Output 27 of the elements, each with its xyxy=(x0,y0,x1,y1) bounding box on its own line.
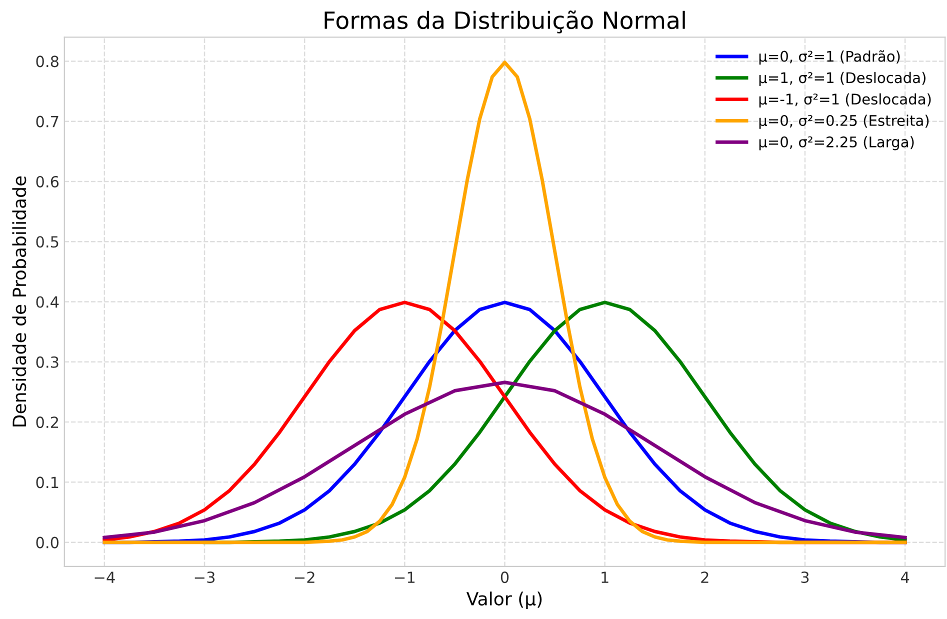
y-tick-label: 0.5 xyxy=(36,236,58,248)
y-tick-label: 0.3 xyxy=(36,356,58,368)
x-tick-label: −3 xyxy=(194,572,215,584)
y-axis-title: Densidade de Probabilidade xyxy=(12,176,26,426)
y-tick-label: 0.2 xyxy=(36,416,58,428)
x-axis-title: Valor (μ) xyxy=(466,592,542,610)
x-tick-label: 1 xyxy=(602,572,608,583)
x-tick-label: 2 xyxy=(701,572,708,583)
y-tick-label: 0.0 xyxy=(36,536,59,548)
legend-label: μ=-1, σ²=1 (Deslocada) xyxy=(759,93,931,108)
line-series xyxy=(102,380,907,540)
x-tick-label: 3 xyxy=(801,572,809,584)
x-tick-label: −1 xyxy=(395,572,415,583)
legend-label: μ=1, σ²=1 (Deslocada) xyxy=(759,72,926,86)
y-tick-label: 0.4 xyxy=(36,296,59,308)
y-tick-label: 0.7 xyxy=(36,116,58,128)
y-tick-label: 0.1 xyxy=(36,476,58,488)
y-tick-label: 0.6 xyxy=(36,176,59,188)
x-tick-label: −4 xyxy=(94,572,115,583)
chart-title: Formas da Distribuição Normal xyxy=(324,10,685,34)
x-tick-label: −2 xyxy=(294,572,314,583)
y-tick-label: 0.8 xyxy=(36,56,58,68)
legend-label: μ=0, σ²=1 (Padrão) xyxy=(759,50,900,65)
legend-label: μ=0, σ²=2.25 (Larga) xyxy=(759,136,914,150)
x-tick-label: 0 xyxy=(500,572,509,584)
legend-label: μ=0, σ²=0.25 (Estreita) xyxy=(759,114,929,129)
x-tick-label: 4 xyxy=(900,572,910,583)
